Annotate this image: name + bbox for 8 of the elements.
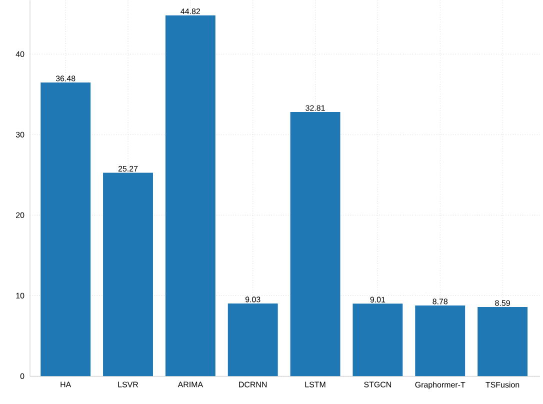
bar: [478, 306, 528, 376]
bar: [352, 304, 403, 376]
bar: [228, 303, 278, 376]
bar: [103, 172, 153, 376]
bar: [415, 305, 466, 376]
bar: [165, 15, 216, 376]
bar: [40, 82, 91, 376]
bar: [290, 112, 340, 376]
